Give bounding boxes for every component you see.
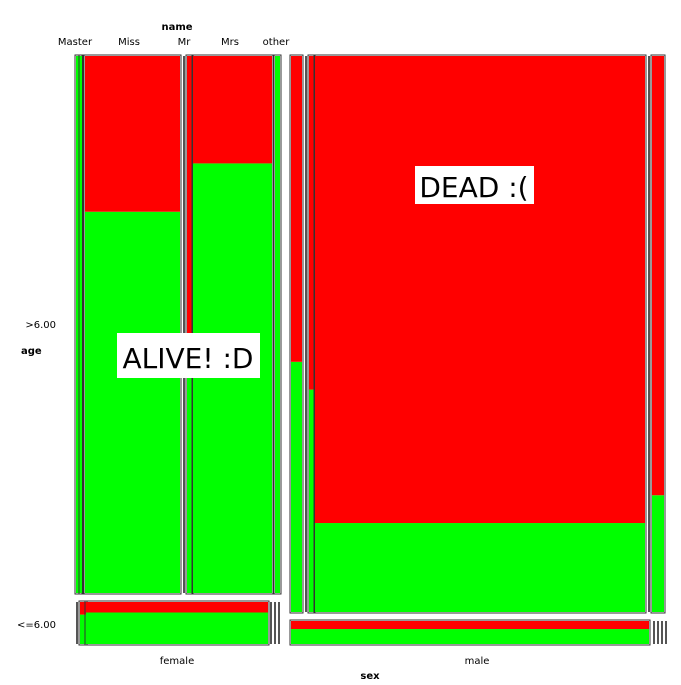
tile-male-over6-mr — [313, 54, 647, 614]
annotation-dead: DEAD :( — [419, 171, 528, 204]
tile-female-over6-other — [273, 54, 282, 595]
tick-name-mr: Mr — [178, 37, 192, 48]
tile-alive-segment — [85, 211, 180, 594]
tile-dead-segment — [85, 56, 180, 212]
tile-alive-segment — [187, 372, 192, 593]
tile-alive-segment — [193, 163, 272, 593]
tile-female-over6-mrs — [191, 54, 274, 595]
tile-female-under6-miss — [84, 600, 270, 646]
annotation-alive: ALIVE! :D — [123, 342, 254, 375]
tile-outline — [191, 54, 274, 595]
tile-dead-segment — [80, 602, 86, 615]
tick-name-master: Master — [58, 37, 93, 48]
empty-tile — [305, 56, 307, 612]
tile-dead-segment — [309, 56, 314, 390]
tile-dead-segment — [187, 56, 192, 373]
tile-outline — [289, 54, 304, 614]
thin-bars — [76, 56, 667, 644]
empty-tile — [270, 602, 272, 644]
annotation-alive-box — [117, 333, 260, 378]
tick-name-mrs: Mrs — [221, 37, 239, 48]
tile-alive-segment — [291, 629, 649, 644]
tile-outline — [650, 54, 666, 614]
tile-female-under6-master — [78, 600, 88, 646]
tile-alive-segment — [652, 495, 664, 612]
tick-sex-female: female — [160, 656, 194, 667]
mosaic-tiles — [74, 54, 666, 646]
tile-dead-segment — [86, 602, 268, 613]
tick-name-miss: Miss — [118, 37, 140, 48]
tile-male-over6-master — [289, 54, 304, 614]
tile-alive-segment — [309, 389, 314, 612]
tile-dead-segment — [315, 56, 645, 524]
tile-female-over6-miss — [83, 54, 182, 595]
tile-female-over6-miss — [78, 54, 84, 595]
tile-alive-segment — [291, 361, 302, 612]
bottom-axis-title: sex — [360, 671, 380, 682]
empty-tile — [648, 56, 650, 612]
tick-sex-male: male — [465, 656, 490, 667]
tile-dead-segment — [291, 621, 649, 630]
empty-tile — [278, 602, 280, 644]
tile-outline — [313, 54, 647, 614]
tile-male-over6-other — [650, 54, 666, 614]
empty-tile — [76, 602, 78, 644]
tick-age-over6: >6.00 — [25, 320, 56, 331]
tile-alive-segment — [80, 56, 82, 593]
empty-tile — [183, 56, 185, 593]
empty-tile — [657, 621, 659, 644]
tile-outline — [273, 54, 282, 595]
tick-age-under6: <=6.00 — [17, 620, 56, 631]
tile-male-under6-master — [289, 619, 651, 646]
empty-tile — [274, 602, 276, 644]
tile-alive-segment — [275, 56, 280, 593]
tile-dead-segment — [652, 56, 664, 496]
tile-dead-segment — [291, 56, 302, 362]
tile-alive-segment — [86, 612, 268, 644]
left-axis-title: age — [21, 346, 42, 357]
tile-outline — [78, 54, 84, 595]
tick-name-other: other — [263, 37, 291, 48]
tile-outline — [83, 54, 182, 595]
tile-outline — [84, 600, 270, 646]
tile-alive-segment — [80, 614, 86, 644]
tile-dead-segment — [193, 56, 272, 164]
empty-tile — [661, 621, 663, 644]
top-axis-title: name — [161, 22, 192, 33]
annotation-dead-box — [415, 166, 534, 204]
empty-tile — [653, 621, 655, 644]
tile-alive-segment — [315, 523, 645, 612]
empty-tile — [665, 621, 667, 644]
tile-outline — [289, 619, 651, 646]
